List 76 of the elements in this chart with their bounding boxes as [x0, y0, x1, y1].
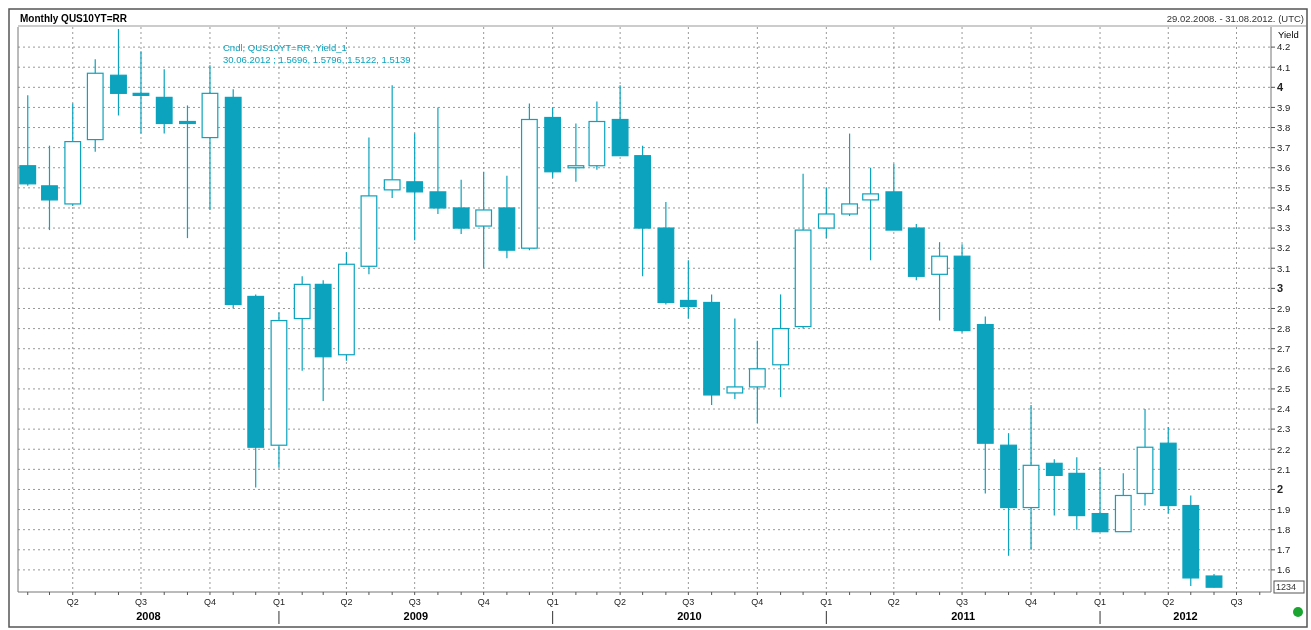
y-axis-title: Yield — [1278, 29, 1299, 40]
candlestick — [1045, 458, 1063, 517]
y-tick-label: 3.4 — [1277, 202, 1291, 214]
chart-title: Monthly QUS10YT=RR — [20, 13, 128, 24]
x-tick-label: Q3 — [682, 597, 695, 607]
x-tick-label: Q3 — [956, 597, 969, 607]
y-tick-label: 4 — [1277, 81, 1284, 94]
x-tick-label: Q1 — [546, 597, 559, 607]
y-tick-label: 3.2 — [1277, 242, 1291, 254]
y-tick-label: 1.7 — [1277, 544, 1291, 556]
text: 2010 — [677, 610, 702, 622]
y-tick-label: 1.9 — [1277, 503, 1291, 515]
y-tick-label: 2.6 — [1277, 363, 1291, 375]
candlestick — [132, 50, 150, 135]
candlestick — [41, 145, 58, 231]
candlestick — [475, 171, 493, 269]
text: 2008 — [136, 610, 161, 622]
candlestick — [179, 104, 196, 239]
y-tick-label: 3.9 — [1277, 101, 1291, 113]
x-tick-label: Q4 — [203, 597, 216, 607]
x-tick-label: Q4 — [751, 597, 764, 607]
x-tick-label: Q1 — [272, 597, 285, 607]
y-tick-label: 3.1 — [1277, 262, 1291, 274]
y-tick-label: 3.5 — [1277, 182, 1291, 194]
candlestick — [931, 241, 948, 322]
y-tick-label: 2.2 — [1277, 443, 1291, 455]
x-tick-label: Q1 — [1094, 597, 1107, 607]
y-tick-label: 2.4 — [1277, 403, 1291, 415]
candlestick — [1091, 466, 1109, 533]
chart-subtitle: 29.02.2008. - 31.08.2012. (UTC) — [1166, 13, 1304, 24]
candlestick — [862, 167, 880, 261]
y-tick-label: 3 — [1277, 282, 1284, 295]
text: 2011 — [951, 610, 976, 622]
y-tick-label: 2 — [1277, 483, 1284, 496]
y-tick-label: 1.8 — [1277, 523, 1291, 535]
y-tick-label: 4.1 — [1277, 61, 1291, 73]
y-tick-label: 2.3 — [1277, 423, 1291, 435]
x-tick-label: Q1 — [820, 597, 833, 607]
x-tick-label: Q2 — [887, 597, 900, 607]
x-tick-label: Q3 — [1230, 597, 1243, 607]
text: 2009 — [403, 610, 429, 622]
y-tick-label: 3.7 — [1277, 141, 1291, 153]
candlestick — [841, 132, 859, 217]
y-tick-label: 3.8 — [1277, 121, 1291, 133]
candlestick — [383, 84, 401, 199]
x-tick-label: Q4 — [477, 597, 490, 607]
candlestick — [679, 259, 697, 320]
x-tick-label: Q3 — [408, 597, 421, 607]
x-tick-label: Q4 — [1025, 597, 1038, 607]
candlestick — [406, 132, 424, 241]
annotation: 30.06.2012 ; 1.5696, 1.5796, 1.5122, 1.5139 — [223, 54, 411, 65]
candlestick — [452, 179, 470, 235]
candlestick — [748, 340, 766, 424]
y-tick-label: 2.7 — [1277, 343, 1291, 355]
x-tick-label: Q2 — [1162, 597, 1175, 607]
y-tick-label: 3.6 — [1277, 162, 1291, 174]
annotation: Cndl, QUS10YT=RR, Yield_1 — [223, 42, 347, 53]
text: 2012 — [1173, 610, 1198, 622]
candlestick — [726, 317, 744, 400]
x-tick-label: Q2 — [66, 597, 79, 607]
candlestick — [110, 28, 127, 117]
candlestick — [817, 187, 835, 239]
candlestick — [19, 94, 37, 187]
text: 1234 — [1276, 582, 1297, 592]
y-tick-label: 2.1 — [1277, 463, 1291, 475]
candlestick — [567, 122, 585, 183]
y-tick-label: 3.3 — [1277, 222, 1291, 234]
y-tick-label: 1.6 — [1277, 564, 1291, 576]
x-tick-label: Q2 — [614, 597, 627, 607]
y-tick-label: 2.5 — [1277, 383, 1291, 395]
candlestick — [429, 106, 447, 215]
y-tick-label: 2.9 — [1277, 302, 1291, 314]
y-tick-label: 4.2 — [1277, 41, 1291, 53]
x-tick-label: Q3 — [134, 597, 147, 607]
y-tick-label: 2.8 — [1277, 322, 1291, 334]
x-tick-label: Q2 — [340, 597, 353, 607]
